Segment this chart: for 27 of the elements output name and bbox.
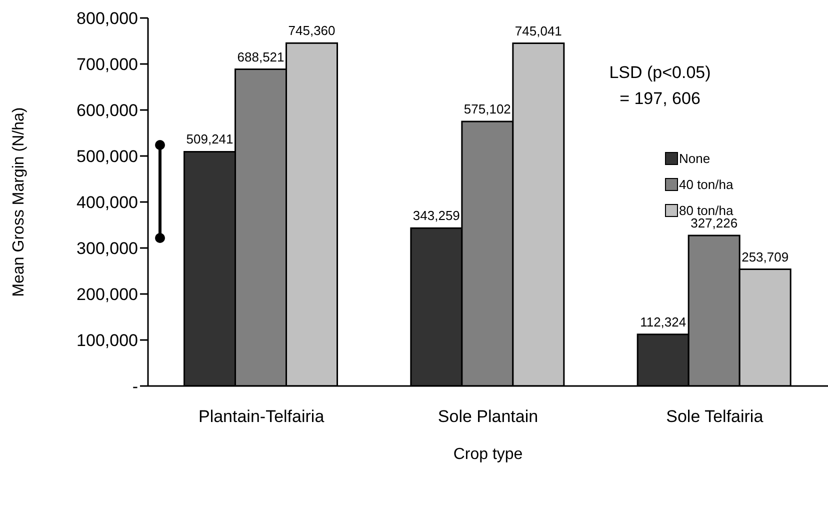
data-label: 575,102 [464,101,511,116]
y-tick-label: 300,000 [76,239,138,258]
data-label: 343,259 [412,208,460,224]
y-tick-label: - [132,377,138,396]
x-axis-title: Crop type [453,446,523,463]
data-label: 509,241 [186,132,234,147]
y-tick-label: 100,000 [76,331,138,350]
data-label: 745,041 [514,23,562,38]
y-axis-title: Mean Gross Margin (N/ha) [10,107,28,297]
y-tick-label: 400,000 [76,193,138,212]
y-tick-label: 200,000 [76,285,138,304]
x-tick-label: Sole Plantain [438,407,538,426]
legend-label: None [678,150,712,168]
y-tick-label: 500,000 [76,147,138,166]
y-tick-label: 700,000 [76,55,138,74]
y-tick-label: 600,000 [76,101,138,120]
data-label: 327,226 [690,215,738,230]
annotation: LSD (p<0.05) = 197, 606 [608,62,712,110]
x-tick-label: Sole Telfairia [666,407,764,426]
legend-label: 80 ton/ha [678,202,734,218]
x-tick-label: Plantain-Telfairia [198,407,325,426]
data-label: 112,324 [640,314,686,330]
legend-label: 40 ton/ha [678,176,734,194]
data-label: 688,521 [237,49,284,64]
data-label: 253,709 [742,249,789,264]
y-tick-label: 800,000 [76,9,138,28]
data-label: 745,360 [288,23,336,38]
